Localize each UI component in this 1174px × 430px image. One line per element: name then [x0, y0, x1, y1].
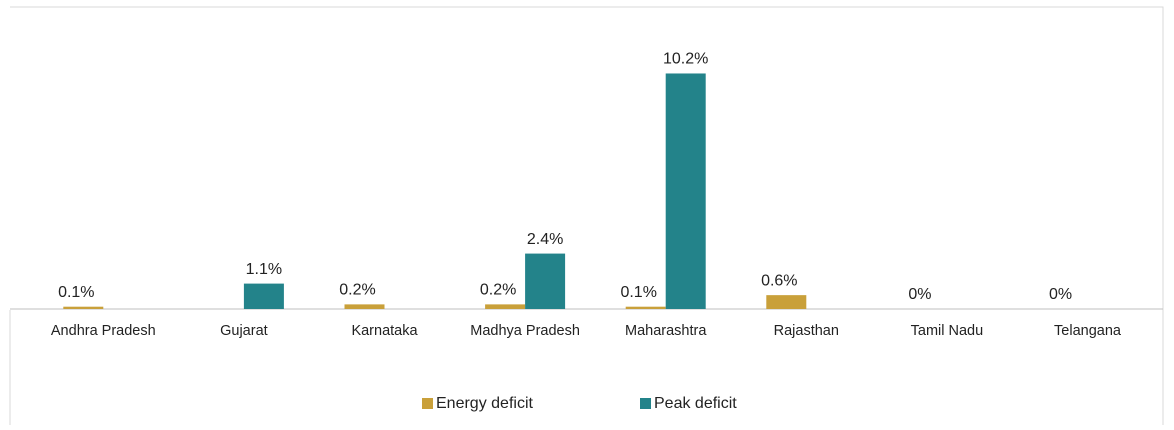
- value-label: 0%: [908, 286, 931, 303]
- x-tick-label: Tamil Nadu: [911, 323, 984, 339]
- value-label: 0.6%: [761, 272, 797, 289]
- bar: [525, 253, 566, 309]
- value-label: 0.1%: [58, 284, 94, 301]
- value-label: 0.1%: [620, 284, 656, 301]
- value-label: 10.2%: [663, 51, 708, 68]
- bar: [766, 295, 807, 309]
- value-label: 0%: [1049, 286, 1072, 303]
- x-tick-label: Madhya Pradesh: [470, 323, 580, 339]
- frame: [9, 6, 1164, 425]
- bar: [344, 304, 385, 309]
- x-tick-label: Gujarat: [220, 323, 268, 339]
- value-label: 2.4%: [527, 231, 563, 248]
- value-label: 0.2%: [339, 282, 375, 299]
- bar: [485, 304, 526, 309]
- value-label: 0.2%: [480, 282, 516, 299]
- bar: [63, 306, 104, 309]
- x-tick-label: Andhra Pradesh: [51, 323, 156, 339]
- x-tick-label: Maharashtra: [625, 323, 707, 339]
- x-tick-label: Rajasthan: [774, 323, 839, 339]
- bar: [665, 73, 706, 310]
- legend-swatch: [422, 398, 433, 409]
- legend-swatch: [640, 398, 651, 409]
- bar: [625, 306, 666, 309]
- legend-label: Peak deficit: [654, 395, 737, 412]
- x-tick-label: Telangana: [1054, 323, 1122, 339]
- legend-label: Energy deficit: [436, 395, 533, 412]
- x-tick-label: Karnataka: [351, 323, 418, 339]
- value-label: 1.1%: [246, 261, 282, 278]
- bar: [243, 283, 284, 309]
